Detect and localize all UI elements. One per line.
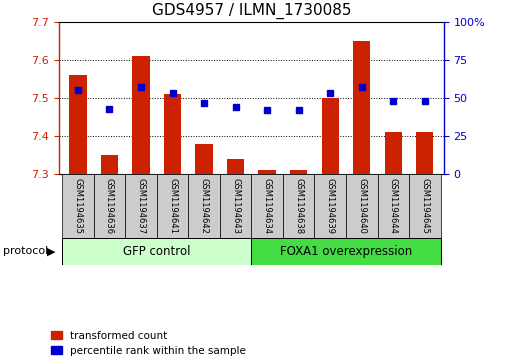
Text: GSM1194640: GSM1194640 [357, 178, 366, 234]
Bar [69, 75, 87, 174]
Bar [132, 56, 150, 174]
Bar [385, 132, 402, 174]
Text: FOXA1 overexpression: FOXA1 overexpression [280, 245, 412, 258]
Text: GSM1194636: GSM1194636 [105, 178, 114, 234]
Bar [290, 170, 307, 174]
FancyBboxPatch shape [346, 174, 378, 238]
Text: GSM1194643: GSM1194643 [231, 178, 240, 234]
Bar [416, 132, 433, 174]
Text: GSM1194642: GSM1194642 [200, 178, 209, 234]
Bar [259, 170, 276, 174]
Text: ▶: ▶ [47, 246, 56, 256]
FancyBboxPatch shape [157, 174, 188, 238]
FancyBboxPatch shape [251, 238, 441, 265]
Text: GSM1194639: GSM1194639 [326, 178, 334, 234]
Text: GFP control: GFP control [123, 245, 190, 258]
Text: GSM1194638: GSM1194638 [294, 178, 303, 234]
Bar [164, 94, 181, 174]
Legend: transformed count, percentile rank within the sample: transformed count, percentile rank withi… [51, 331, 246, 356]
FancyBboxPatch shape [125, 174, 157, 238]
Text: GSM1194645: GSM1194645 [420, 178, 429, 234]
Text: GSM1194644: GSM1194644 [389, 178, 398, 234]
Text: GSM1194634: GSM1194634 [263, 178, 272, 234]
Bar [101, 155, 118, 174]
FancyBboxPatch shape [220, 174, 251, 238]
Text: GSM1194641: GSM1194641 [168, 178, 177, 234]
Text: protocol: protocol [3, 246, 48, 256]
FancyBboxPatch shape [409, 174, 441, 238]
Title: GDS4957 / ILMN_1730085: GDS4957 / ILMN_1730085 [152, 3, 351, 19]
FancyBboxPatch shape [314, 174, 346, 238]
Bar [353, 41, 370, 174]
Text: GSM1194635: GSM1194635 [73, 178, 83, 234]
FancyBboxPatch shape [251, 174, 283, 238]
FancyBboxPatch shape [188, 174, 220, 238]
Bar [227, 159, 244, 174]
FancyBboxPatch shape [94, 174, 125, 238]
Text: GSM1194637: GSM1194637 [136, 178, 146, 234]
FancyBboxPatch shape [62, 174, 94, 238]
FancyBboxPatch shape [62, 238, 251, 265]
Bar [195, 144, 213, 174]
Bar [322, 98, 339, 174]
FancyBboxPatch shape [378, 174, 409, 238]
FancyBboxPatch shape [283, 174, 314, 238]
